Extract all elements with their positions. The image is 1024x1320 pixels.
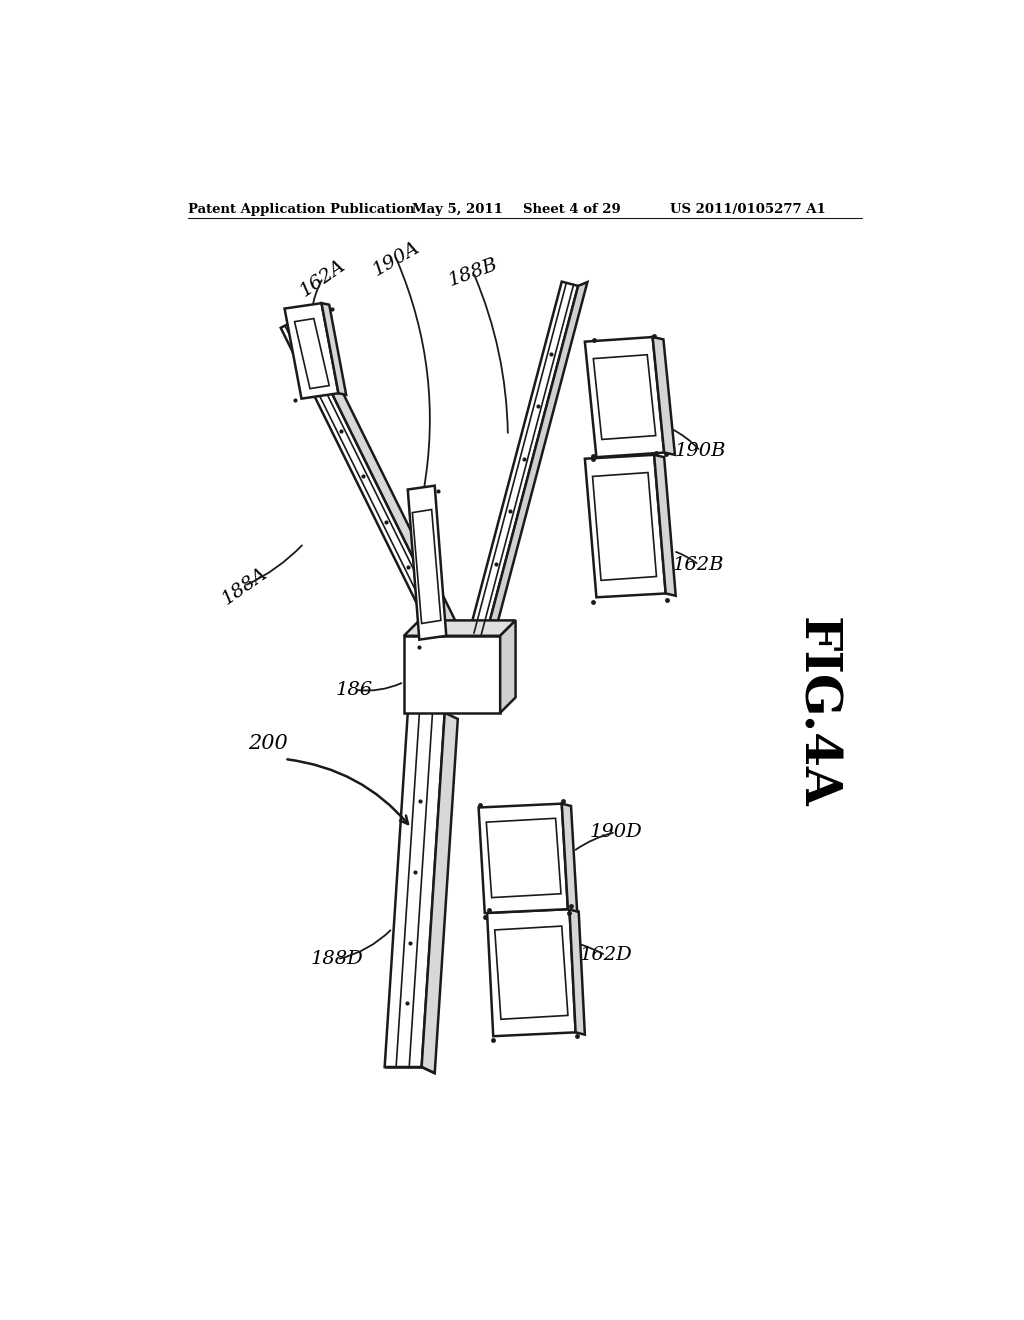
Polygon shape [585, 455, 666, 597]
Polygon shape [413, 510, 441, 623]
Polygon shape [593, 473, 656, 581]
Text: 188A: 188A [218, 564, 270, 607]
Text: 190B: 190B [675, 442, 726, 459]
Polygon shape [408, 486, 446, 640]
Text: 162B: 162B [673, 556, 725, 574]
Text: 186: 186 [335, 681, 373, 698]
Polygon shape [652, 337, 675, 455]
Polygon shape [585, 337, 665, 457]
Polygon shape [485, 282, 588, 636]
Text: 162A: 162A [297, 256, 349, 300]
Text: 162D: 162D [580, 946, 632, 965]
Text: US 2011/0105277 A1: US 2011/0105277 A1 [670, 203, 825, 216]
Polygon shape [403, 620, 515, 636]
Polygon shape [593, 355, 655, 440]
Polygon shape [569, 909, 585, 1035]
Polygon shape [495, 927, 568, 1019]
Polygon shape [486, 818, 561, 898]
Text: 190A: 190A [370, 238, 423, 279]
Text: 190D: 190D [589, 824, 642, 841]
Polygon shape [285, 304, 339, 399]
Polygon shape [654, 455, 676, 595]
Polygon shape [403, 636, 500, 713]
Polygon shape [296, 317, 456, 624]
Polygon shape [469, 281, 579, 636]
Polygon shape [478, 804, 568, 913]
Polygon shape [295, 318, 330, 388]
Polygon shape [422, 713, 458, 1073]
Text: 200: 200 [248, 734, 288, 754]
Text: May 5, 2011: May 5, 2011 [412, 203, 503, 216]
Text: Sheet 4 of 29: Sheet 4 of 29 [523, 203, 621, 216]
Polygon shape [322, 304, 346, 395]
Polygon shape [385, 713, 444, 1067]
Polygon shape [500, 620, 515, 713]
Polygon shape [487, 909, 575, 1036]
Text: 188D: 188D [310, 950, 364, 968]
Polygon shape [562, 804, 578, 911]
Text: FIG.4A: FIG.4A [792, 618, 841, 808]
Text: Patent Application Publication: Patent Application Publication [188, 203, 415, 216]
Polygon shape [281, 321, 446, 632]
Text: 188B: 188B [445, 255, 501, 289]
